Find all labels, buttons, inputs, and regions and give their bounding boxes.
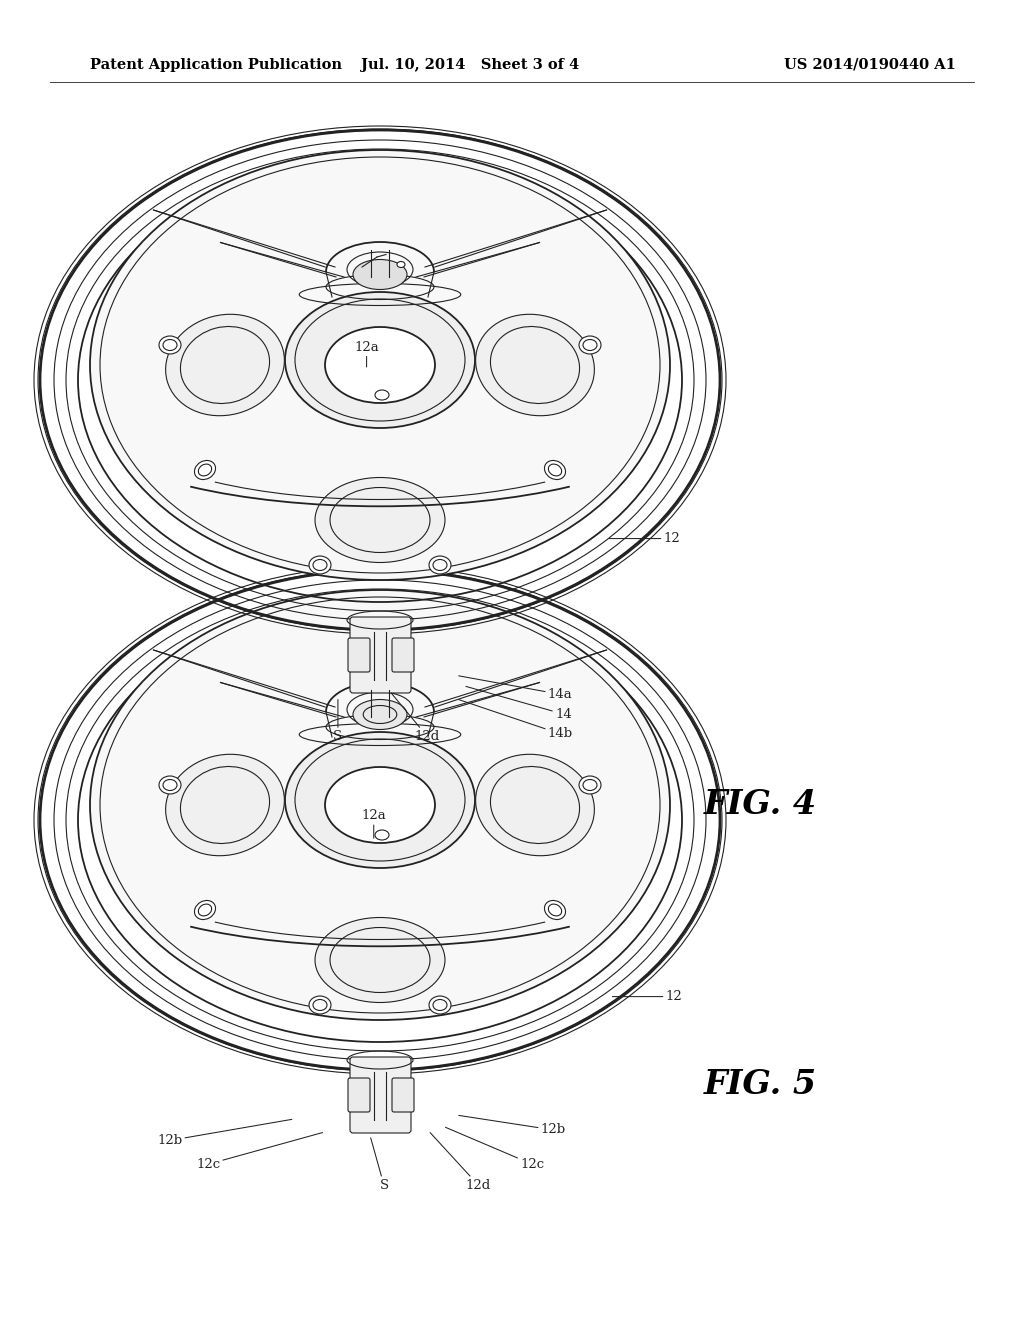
Ellipse shape [579,337,601,354]
Ellipse shape [375,389,389,400]
Ellipse shape [195,461,215,479]
Ellipse shape [309,997,331,1014]
Text: 14b: 14b [459,700,573,741]
Ellipse shape [429,997,451,1014]
Text: 12: 12 [609,532,680,545]
Text: 12d: 12d [391,693,440,743]
Text: 12b: 12b [459,1115,566,1137]
Text: 14: 14 [466,686,571,721]
Text: 12: 12 [612,990,682,1003]
Ellipse shape [285,292,475,428]
Text: 12a: 12a [354,341,379,367]
Text: FIG. 5: FIG. 5 [703,1068,816,1101]
Ellipse shape [90,590,670,1020]
Ellipse shape [315,917,445,1002]
Ellipse shape [429,556,451,574]
FancyBboxPatch shape [392,1078,414,1111]
Ellipse shape [375,830,389,840]
Ellipse shape [195,900,215,920]
FancyBboxPatch shape [350,1057,411,1133]
Ellipse shape [475,314,594,416]
Text: 12d: 12d [430,1133,492,1192]
Text: Jul. 10, 2014   Sheet 3 of 4: Jul. 10, 2014 Sheet 3 of 4 [360,58,580,73]
Ellipse shape [325,327,435,403]
Ellipse shape [579,776,601,795]
FancyBboxPatch shape [348,638,370,672]
Ellipse shape [159,337,181,354]
Text: 14a: 14a [459,676,572,701]
Ellipse shape [545,461,565,479]
Text: 12c: 12c [196,1133,323,1171]
FancyBboxPatch shape [348,1078,370,1111]
Ellipse shape [285,733,475,869]
Text: FIG. 4: FIG. 4 [703,788,816,821]
Ellipse shape [397,261,406,268]
Ellipse shape [475,754,594,855]
Text: 12c: 12c [445,1127,545,1171]
Ellipse shape [315,478,445,562]
FancyBboxPatch shape [350,616,411,693]
Ellipse shape [353,260,407,289]
Ellipse shape [325,767,435,843]
Ellipse shape [309,556,331,574]
Ellipse shape [166,754,285,855]
FancyBboxPatch shape [392,638,414,672]
Text: S: S [334,700,342,743]
Ellipse shape [353,700,407,730]
Text: S: S [371,1138,388,1192]
Text: US 2014/0190440 A1: US 2014/0190440 A1 [784,58,956,73]
Text: 12b: 12b [157,1119,292,1147]
Ellipse shape [166,314,285,416]
Text: Patent Application Publication: Patent Application Publication [90,58,342,73]
Ellipse shape [159,776,181,795]
Ellipse shape [90,150,670,579]
Text: 12a: 12a [361,809,386,838]
Ellipse shape [545,900,565,920]
